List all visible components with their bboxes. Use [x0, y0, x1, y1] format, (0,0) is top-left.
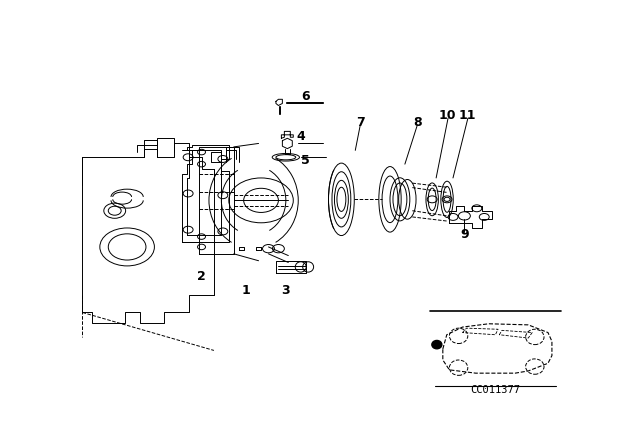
Text: 2: 2: [197, 270, 206, 283]
Text: 7: 7: [356, 116, 365, 129]
Text: CC011377: CC011377: [470, 385, 520, 395]
Text: 11: 11: [458, 109, 476, 122]
Text: 8: 8: [413, 116, 422, 129]
Text: 1: 1: [242, 284, 250, 297]
Text: 4: 4: [296, 130, 305, 143]
Text: 9: 9: [460, 228, 468, 241]
Text: 5: 5: [301, 154, 310, 167]
Text: 6: 6: [301, 90, 310, 103]
Text: 10: 10: [438, 109, 456, 122]
Text: 3: 3: [282, 284, 290, 297]
